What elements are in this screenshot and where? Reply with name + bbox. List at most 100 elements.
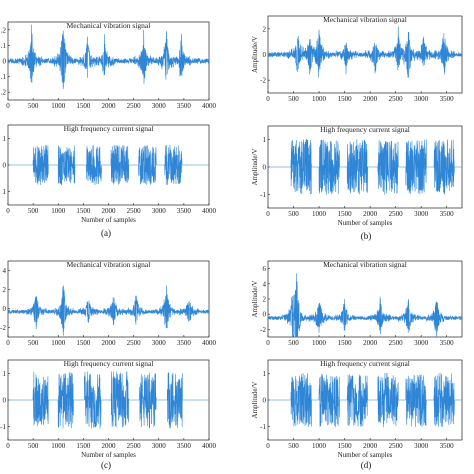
x-tick-label: 1500	[76, 102, 91, 110]
plot-title: High frequency current signal	[64, 124, 154, 133]
current-series-line	[8, 145, 209, 185]
panel-label: (b)	[361, 231, 372, 241]
x-tick-label: 3000	[414, 210, 429, 218]
x-tick-label: 2000	[102, 207, 117, 215]
x-tick-label: 500	[288, 339, 299, 347]
x-tick-label: 2000	[363, 339, 378, 347]
y-tick-label: -2	[260, 326, 266, 334]
x-tick-label: 1000	[312, 442, 327, 450]
x-tick-label: 3500	[440, 442, 455, 450]
y-tick-label: 6	[263, 265, 267, 273]
y-tick-label: 2	[263, 296, 267, 304]
x-tick-label: 2000	[363, 210, 378, 218]
x-axis-label: Number of samples	[81, 451, 136, 459]
x-tick-label: 2000	[363, 442, 378, 450]
x-tick-label: 2000	[102, 102, 117, 110]
y-tick-label: 2	[263, 25, 267, 33]
y-tick-label: 1	[3, 370, 7, 378]
y-tick-label: -1	[260, 191, 266, 199]
y-tick-label: -1	[260, 423, 266, 431]
x-tick-label: 1500	[76, 339, 91, 347]
x-tick-label: 4000	[202, 442, 217, 450]
y-tick-label: 1	[263, 370, 267, 378]
y-axis-label: Amplitude/V	[251, 36, 259, 73]
x-tick-label: 1500	[76, 207, 91, 215]
x-tick-label: 500	[288, 95, 299, 103]
x-tick-label: 1500	[338, 95, 353, 103]
x-tick-label: 3500	[177, 442, 192, 450]
y-tick-label: 4	[263, 280, 267, 288]
panel-label: (d)	[361, 460, 372, 470]
current-subplot: High frequency current signal 0 500 1000 150…	[251, 125, 463, 227]
x-tick-label: 1500	[338, 339, 353, 347]
x-tick-label: 1000	[312, 210, 327, 218]
vibration-series-line	[267, 26, 463, 78]
y-axis-label: Amplitude/V	[251, 281, 259, 318]
chart-panel-2: Mechanical vibration signal 0 500 1000 1500 2…	[0, 260, 216, 470]
x-tick-label: 0	[6, 207, 10, 215]
x-tick-label: 0	[266, 210, 270, 218]
x-tick-label: 500	[28, 339, 39, 347]
vibration-subplot: Mechanical vibration signal 0 500 1000 1500 2…	[251, 260, 463, 347]
x-tick-label: 3000	[414, 95, 429, 103]
x-tick-label: 1000	[51, 102, 66, 110]
x-tick-label: 500	[288, 442, 299, 450]
x-tick-label: 1000	[51, 442, 66, 450]
x-tick-label: 0	[6, 102, 10, 110]
x-tick-label: 3500	[440, 95, 455, 103]
y-axis-label: Amplitude/V	[251, 382, 259, 419]
x-tick-label: 0	[266, 339, 270, 347]
x-tick-label: 0	[6, 339, 10, 347]
x-tick-label: 500	[28, 207, 39, 215]
x-tick-label: 1000	[312, 339, 327, 347]
current-subplot: High frequency current signal 0 500 1000 150…	[3, 124, 217, 224]
y-tick-label: 0	[263, 51, 267, 59]
x-tick-label: 3500	[440, 210, 455, 218]
panel-label: (a)	[101, 228, 111, 238]
vibration-series-line	[7, 285, 210, 336]
x-tick-label: 2000	[102, 339, 117, 347]
plot-title: Mechanical vibration signal	[67, 260, 151, 269]
x-tick-label: 3000	[152, 207, 167, 215]
x-tick-label: 1500	[338, 210, 353, 218]
y-tick-label: 0	[263, 397, 267, 405]
y-tick-label: 1	[263, 136, 267, 144]
x-tick-label: 2000	[102, 442, 117, 450]
y-tick-label: 2	[3, 286, 7, 294]
x-axis-label: Number of samples	[338, 219, 393, 227]
x-tick-label: 2500	[389, 95, 404, 103]
x-tick-label: 1500	[338, 442, 353, 450]
x-tick-label: 2000	[363, 95, 378, 103]
vibration-subplot: Mechanical vibration signal 0 500 1000 1500 2…	[251, 15, 463, 103]
x-tick-label: 0	[6, 442, 10, 450]
y-tick-label: -2	[260, 77, 266, 85]
y-tick-label: 0	[263, 311, 267, 319]
y-axis-label: Amplitude/V	[251, 149, 259, 186]
x-tick-label: 0	[266, 95, 270, 103]
x-tick-label: 4000	[202, 339, 217, 347]
panel-label: (c)	[101, 460, 111, 470]
current-series-line	[268, 373, 462, 428]
x-tick-label: 500	[28, 102, 39, 110]
x-tick-label: 0	[266, 442, 270, 450]
x-tick-label: 2500	[127, 207, 142, 215]
x-axis-label: Number of samples	[338, 451, 393, 459]
y-tick-label: -1	[0, 423, 6, 431]
x-tick-label: 2500	[127, 339, 142, 347]
x-axis-label: Number of samples	[81, 216, 136, 224]
y-tick-label: 1	[3, 135, 7, 143]
x-tick-label: 2500	[389, 442, 404, 450]
plot-title: Mechanical vibration signal	[67, 21, 151, 30]
x-tick-label: 1000	[51, 339, 66, 347]
plot-title: High frequency current signal	[320, 125, 410, 134]
y-tick-label: 4	[3, 267, 7, 275]
vibration-subplot: Mechanical vibration signal 0 500 1000 1500 2…	[1, 21, 217, 110]
x-tick-label: 1500	[76, 442, 91, 450]
current-series-line	[8, 371, 209, 429]
x-tick-label: 2500	[389, 339, 404, 347]
y-tick-label: 1	[3, 188, 7, 196]
